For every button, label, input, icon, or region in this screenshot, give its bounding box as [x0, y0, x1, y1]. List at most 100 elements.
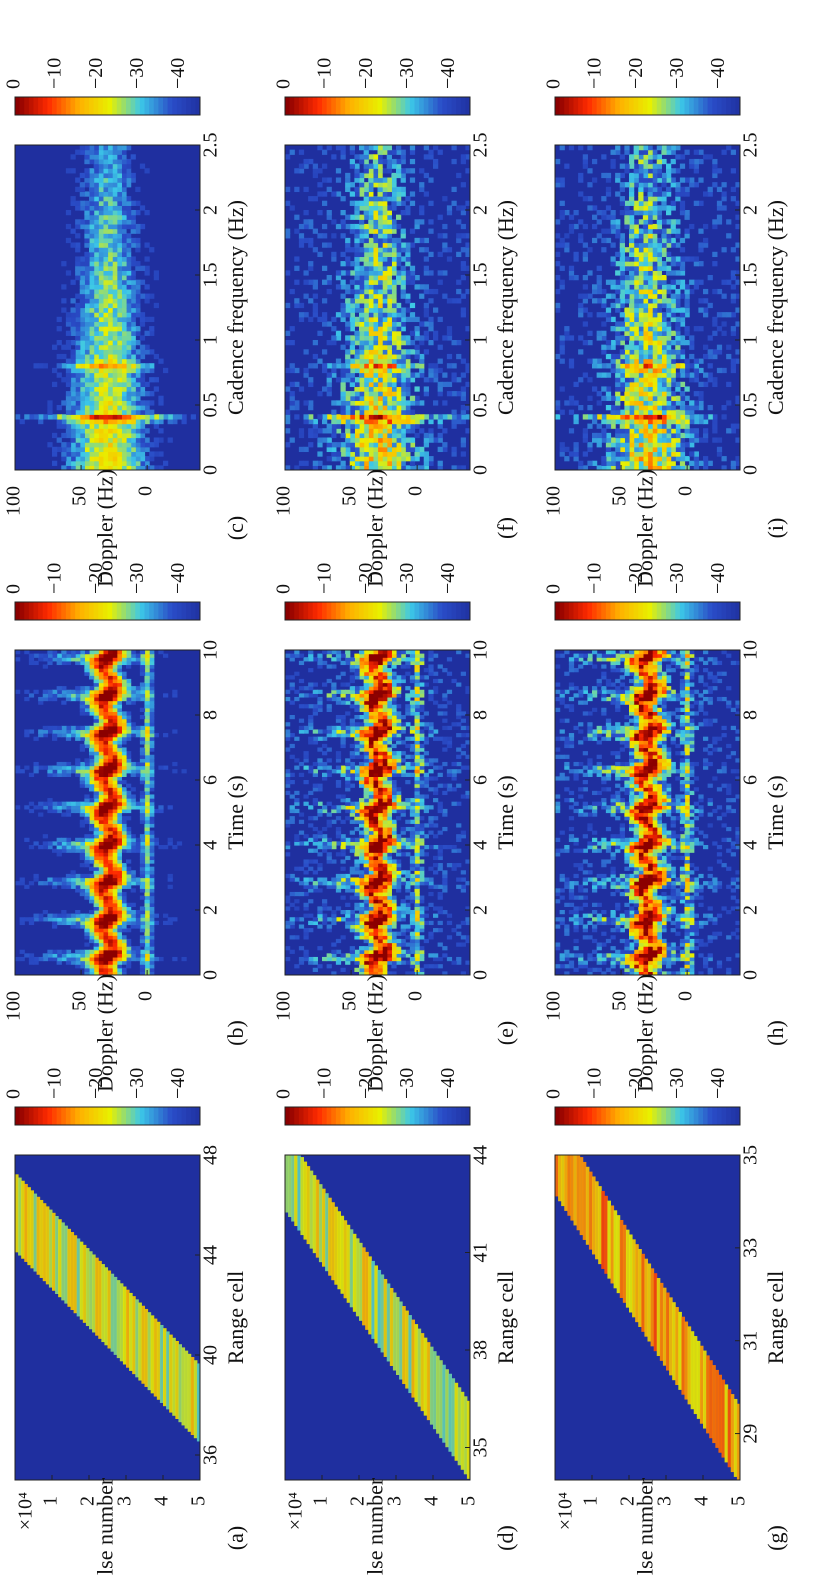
heatmap-cell — [103, 729, 108, 733]
heatmap-cell — [396, 961, 401, 965]
heatmap-cell — [131, 924, 136, 928]
heatmap-cell — [61, 400, 66, 405]
heatmap-cell — [135, 396, 140, 401]
heatmap-cell — [387, 863, 392, 867]
heatmap-cell — [145, 964, 150, 968]
colorbar-segment — [117, 1107, 122, 1125]
heatmap-cell — [456, 878, 461, 882]
heatmap-cell — [94, 266, 99, 271]
colorbar-segment — [419, 1107, 424, 1125]
heatmap-cell — [84, 657, 89, 661]
heatmap-cell — [117, 928, 122, 932]
track-strip — [390, 1288, 394, 1366]
heatmap-cell — [419, 657, 424, 661]
heatmap-cell — [80, 433, 85, 438]
heatmap-cell — [117, 719, 122, 723]
heatmap-cell — [112, 780, 117, 784]
heatmap-cell — [135, 243, 140, 248]
heatmap-cell — [336, 715, 341, 719]
heatmap-cell — [135, 424, 140, 429]
heatmap-cell — [382, 704, 387, 708]
heatmap-cell — [145, 910, 150, 914]
heatmap-cell — [350, 664, 355, 668]
heatmap-cell — [331, 943, 336, 947]
colorbar-segment — [415, 1107, 420, 1125]
heatmap-cell — [182, 769, 187, 773]
heatmap-cell — [126, 722, 131, 726]
heatmap-cell — [117, 238, 122, 243]
heatmap-cell — [364, 675, 369, 679]
heatmap-cell — [396, 794, 401, 798]
heatmap-cell — [322, 805, 327, 809]
track-strip — [194, 1360, 198, 1438]
heatmap-cell — [126, 910, 131, 914]
heatmap-cell — [121, 428, 126, 433]
heatmap-cell — [354, 820, 359, 824]
heatmap-cell — [121, 892, 126, 896]
heatmap-cell — [438, 704, 443, 708]
heatmap-cell — [112, 400, 117, 405]
heatmap-cell — [135, 298, 140, 303]
heatmap-cell — [117, 708, 122, 712]
heatmap-cell — [428, 881, 433, 885]
heatmap-cell — [89, 150, 94, 155]
heatmap-cell — [71, 196, 76, 201]
heatmap-cell — [108, 359, 113, 364]
heatmap-cell — [126, 661, 131, 665]
heatmap-cell — [121, 697, 126, 701]
heatmap-cell — [117, 340, 122, 345]
heatmap-cell — [410, 755, 415, 759]
heatmap-cell — [140, 961, 145, 965]
heatmap-cell — [304, 841, 309, 845]
heatmap-cell — [112, 275, 117, 280]
heatmap-cell — [117, 391, 122, 396]
heatmap-cell — [89, 243, 94, 248]
heatmap-cell — [121, 182, 126, 187]
heatmap-cell — [140, 805, 145, 809]
heatmap-cell — [80, 802, 85, 806]
heatmap-cell — [98, 229, 103, 234]
heatmap-cell — [126, 961, 131, 965]
heatmap-cell — [103, 345, 108, 350]
track-strip — [415, 1324, 419, 1402]
heatmap-cell — [108, 953, 113, 957]
heatmap-cell — [364, 690, 369, 694]
heatmap-cell — [108, 168, 113, 173]
heatmap-cell — [359, 690, 364, 694]
heatmap-cell — [391, 719, 396, 723]
heatmap-cell — [108, 863, 113, 867]
heatmap-cell — [158, 419, 163, 424]
heatmap-cell — [126, 809, 131, 813]
heatmap-cell — [135, 391, 140, 396]
heatmap-cell — [373, 686, 378, 690]
heatmap-cell — [313, 957, 318, 961]
heatmap-cell — [428, 672, 433, 676]
colorbar-segment — [154, 97, 159, 115]
heatmap-cell — [368, 650, 373, 654]
heatmap-cell — [103, 238, 108, 243]
heatmap-cell — [121, 740, 126, 744]
heatmap-cell — [24, 414, 29, 419]
heatmap-cell — [359, 841, 364, 845]
heatmap-cell — [57, 424, 62, 429]
heatmap-cell — [336, 950, 341, 954]
heatmap-cell — [442, 784, 447, 788]
heatmap-cell — [433, 766, 438, 770]
colorbar-segment — [131, 97, 136, 115]
heatmap-cell — [405, 672, 410, 676]
heatmap-cell — [354, 816, 359, 820]
heatmap-cell — [364, 953, 369, 957]
heatmap-cell — [396, 766, 401, 770]
heatmap-cell — [112, 657, 117, 661]
heatmap-cell — [401, 953, 406, 957]
heatmap-cell — [108, 252, 113, 257]
heatmap-cell — [29, 881, 34, 885]
heatmap-cell — [368, 773, 373, 777]
heatmap-cell — [382, 701, 387, 705]
heatmap-cell — [415, 708, 420, 712]
heatmap-cell — [94, 382, 99, 387]
heatmap-cell — [112, 813, 117, 817]
heatmap-cell — [345, 758, 350, 762]
heatmap-cell — [364, 726, 369, 730]
heatmap-cell — [103, 823, 108, 827]
